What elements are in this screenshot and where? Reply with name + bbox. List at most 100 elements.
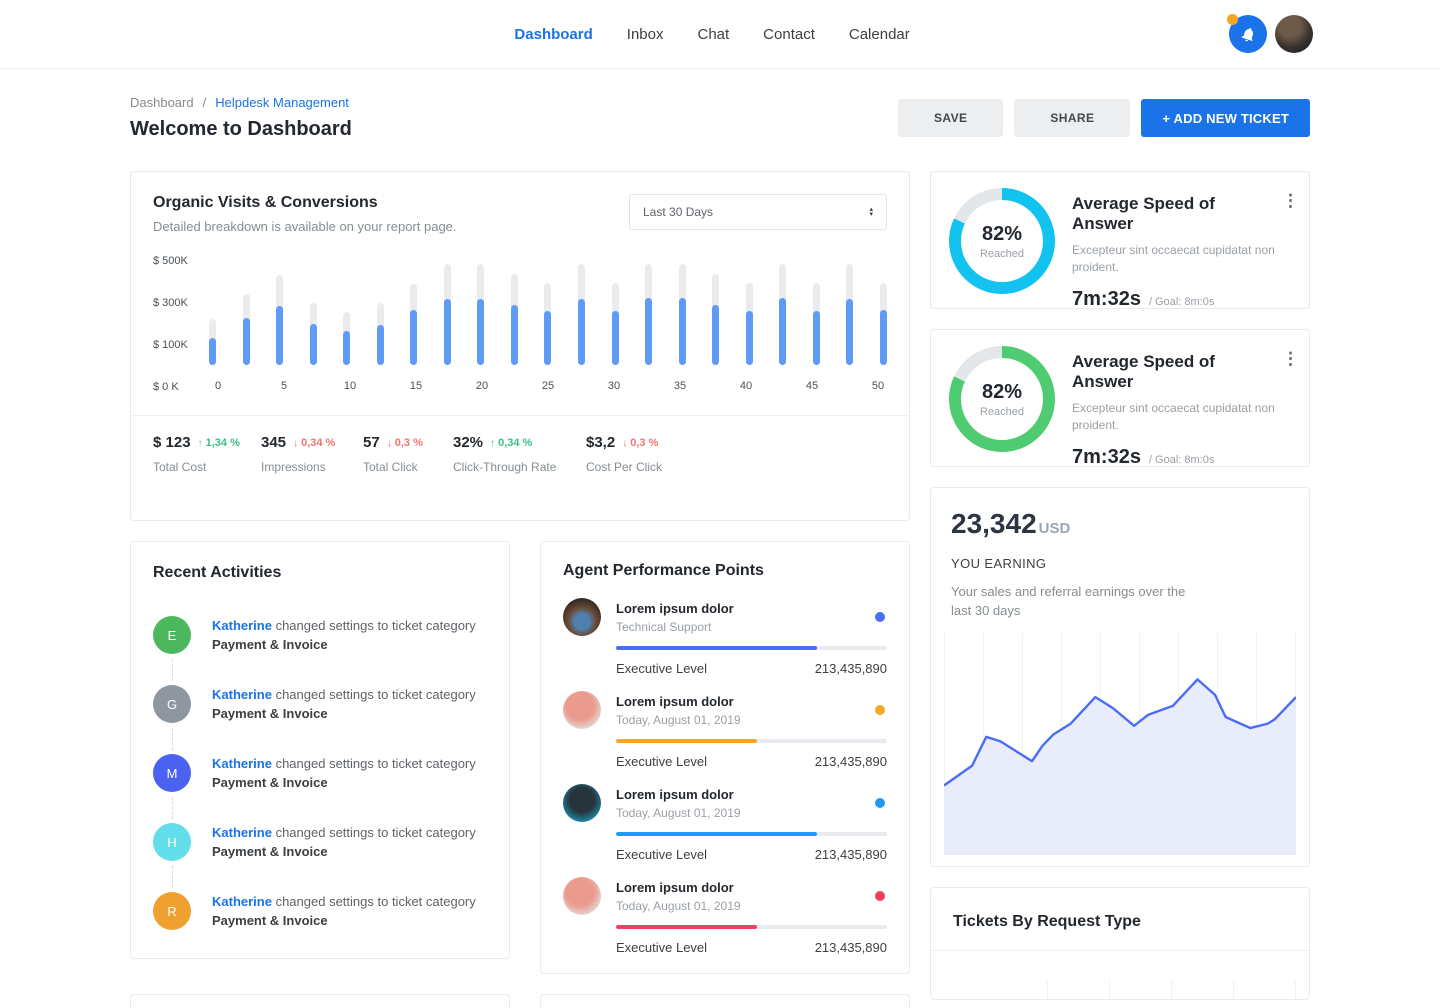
breadcrumb-dashboard[interactable]: Dashboard	[130, 95, 194, 110]
bar-group	[645, 260, 653, 365]
kebab-menu-icon[interactable]: ⋮	[1282, 349, 1299, 368]
agent-avatar	[563, 784, 601, 822]
kpi-label: Impressions	[261, 460, 326, 474]
bar-fill	[611, 311, 619, 365]
bar-fill	[376, 325, 384, 365]
x-tick-label: 10	[343, 380, 357, 392]
bar-group	[309, 260, 317, 365]
nav-item-chat[interactable]: Chat	[697, 25, 730, 43]
x-tick-label: 30	[607, 380, 621, 392]
bar-group	[678, 260, 686, 365]
bar-chart-x-axis: 0 5 10 15 20 25 30 35 40 45 50	[209, 380, 887, 392]
bar-group	[812, 260, 820, 365]
kpi-stats-row: $ 123 ↑ 1,34 % Total Cost 345 ↓ 0,34 % Impres…	[153, 416, 887, 474]
letter-avatar: R	[153, 892, 191, 930]
kpi-stat-top: $ 123 ↑ 1,34 %	[153, 434, 261, 451]
agent-name: Lorem ipsum dolor	[616, 786, 734, 802]
activity-actor-link[interactable]: Katherine	[212, 756, 272, 771]
arrow-down-icon: ↓	[386, 437, 392, 449]
bar-fill	[779, 298, 787, 365]
bar-fill	[343, 331, 351, 365]
bar-fill	[645, 298, 653, 365]
bar-group	[846, 260, 854, 365]
nav-item-dashboard[interactable]: Dashboard	[514, 25, 593, 43]
y-tick-label: $ 300K	[153, 297, 188, 309]
bar-fill	[712, 305, 720, 365]
status-dot	[875, 705, 885, 715]
activity-actor-link[interactable]: Katherine	[212, 825, 272, 840]
notification-badge	[1227, 14, 1238, 25]
add-new-ticket-button[interactable]: + ADD NEW TICKET	[1141, 99, 1310, 137]
agent-row-top: Lorem ipsum dolor Today, August 01, 2019	[563, 691, 887, 729]
activity-actor-link[interactable]: Katherine	[212, 618, 272, 633]
agent-name: Lorem ipsum dolor	[616, 693, 734, 709]
bar-group	[376, 260, 384, 365]
agent-avatar	[563, 877, 601, 915]
activity-text: Katherine changed settings to ticket cat…	[212, 687, 476, 721]
kpi-delta: ↓ 0,34 %	[293, 436, 336, 449]
kpi-stat: 32% ↑ 0,34 % Click-Through Rate	[453, 434, 586, 474]
activity-target: Payment & Invoice	[212, 913, 328, 928]
bar-fill	[209, 338, 216, 365]
cutoff-card-left	[130, 994, 510, 1008]
date-range-select[interactable]: Last 30 Days ▴ ▾	[629, 194, 887, 230]
kpi-stat: $3,2 ↓ 0,3 % Cost Per Click	[586, 434, 662, 474]
x-tick-label: 0	[214, 380, 222, 392]
agent-progress-fill	[616, 925, 757, 929]
agent-level-label: Executive Level	[616, 754, 708, 769]
bar-group	[712, 260, 720, 365]
kebab-menu-icon[interactable]: ⋮	[1282, 191, 1299, 210]
kpi-delta: ↓ 0,3 %	[386, 436, 423, 449]
x-tick-label: 40	[739, 380, 753, 392]
save-button[interactable]: SAVE	[898, 99, 1004, 137]
agent-item: Lorem ipsum dolor Today, August 01, 2019 E…	[563, 691, 887, 769]
agent-progress-track	[616, 925, 887, 929]
activity-actor-link[interactable]: Katherine	[212, 687, 272, 702]
x-tick-label: 50	[871, 380, 885, 392]
x-tick-label: 20	[475, 380, 489, 392]
donut-chart: 82% Reached	[949, 346, 1055, 452]
nav-item-inbox[interactable]: Inbox	[626, 25, 664, 43]
bar-group	[611, 260, 619, 365]
arrow-up-icon: ↑	[197, 437, 203, 449]
agent-row-bottom: Executive Level 213,435,890	[616, 847, 887, 862]
share-button[interactable]: SHARE	[1014, 99, 1131, 137]
page-heading-block: Dashboard / Helpdesk Management Welcome …	[130, 95, 352, 141]
breadcrumb: Dashboard / Helpdesk Management	[130, 95, 352, 110]
agent-row-bottom: Executive Level 213,435,890	[616, 754, 887, 769]
agent-points: 213,435,890	[814, 754, 887, 769]
nav-item-calendar[interactable]: Calendar	[848, 25, 910, 43]
select-arrows-icon: ▴ ▾	[869, 206, 873, 218]
kpi-value: 57	[363, 434, 380, 451]
donut-caption: Reached	[979, 405, 1025, 418]
speed-of-answer-card-1: 82% Reached Average Speed of Answer ⋮ Ex…	[930, 171, 1310, 310]
user-avatar[interactable]	[1275, 15, 1313, 53]
status-dot	[875, 798, 885, 808]
bar-group	[410, 260, 418, 365]
activity-text: Katherine changed settings to ticket cat…	[212, 618, 476, 652]
breadcrumb-current[interactable]: Helpdesk Management	[215, 95, 349, 110]
agent-name-block: Lorem ipsum dolor Today, August 01, 2019	[616, 880, 875, 913]
agent-level-label: Executive Level	[616, 661, 708, 676]
agent-row-top: Lorem ipsum dolor Today, August 01, 2019	[563, 784, 887, 822]
donut-chart: 82% Reached	[949, 188, 1055, 294]
page-title: Welcome to Dashboard	[130, 118, 352, 140]
kpi-stat-top: 32% ↑ 0,34 %	[453, 434, 586, 451]
agent-progress-track	[616, 739, 887, 743]
notification-button[interactable]	[1227, 14, 1267, 53]
bar-group	[544, 260, 552, 365]
agent-performance-card: Agent Performance Points Lorem ipsum dol…	[540, 541, 910, 974]
kpi-value: $3,2	[586, 434, 616, 451]
activity-text: Katherine changed settings to ticket cat…	[212, 756, 476, 790]
activity-actor-link[interactable]: Katherine	[212, 894, 272, 909]
header-right	[1227, 14, 1313, 53]
letter-avatar: M	[153, 754, 191, 792]
bar-fill	[276, 306, 284, 365]
agent-subtitle: Today, August 01, 2019	[616, 712, 741, 727]
agent-progress-fill	[616, 646, 817, 650]
agent-row-top: Lorem ipsum dolor Technical Support	[563, 598, 887, 636]
bar-group	[879, 260, 887, 365]
y-tick-label: $ 100K	[153, 339, 188, 351]
nav-item-contact[interactable]: Contact	[763, 25, 815, 43]
y-tick-label: $ 500K	[153, 255, 188, 267]
